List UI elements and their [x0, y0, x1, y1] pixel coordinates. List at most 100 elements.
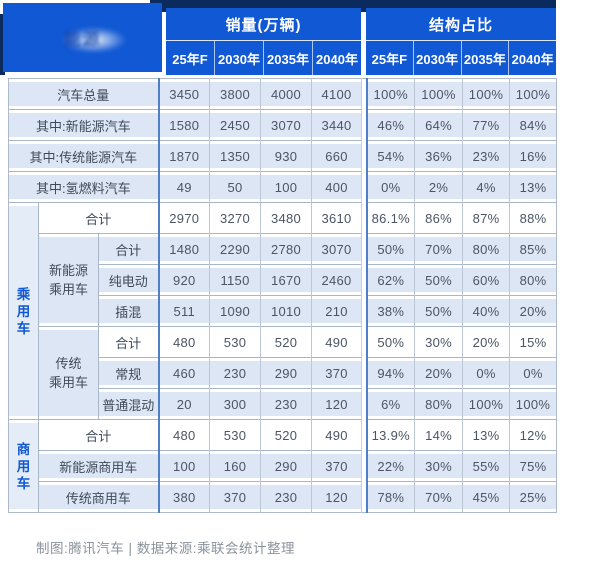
- share-year-columns: 25年F 2030年 2035年 2040年: [366, 41, 556, 75]
- sales-cell: 100: [260, 171, 312, 203]
- subgroup-label-nev-passenger: 新能源 乘用车: [38, 233, 99, 327]
- row-label: 合计: [38, 202, 159, 234]
- table-row-ice-passenger-total: 传统 乘用车 合计 480 530 520 490 50% 30% 20% 15…: [9, 326, 557, 420]
- share-cell: 46%: [366, 109, 415, 141]
- share-cell: 86%: [414, 202, 463, 234]
- share-cell: 20%: [509, 295, 557, 327]
- sales-cell: 1350: [209, 140, 261, 172]
- sales-cell: 210: [311, 295, 362, 327]
- share-cell: 12%: [509, 419, 557, 451]
- row-label: 常规: [97, 357, 159, 389]
- share-cell: 13%: [509, 171, 557, 203]
- sales-cell: 511: [157, 295, 210, 327]
- sales-cell: 490: [311, 326, 362, 358]
- sales-cell: 1580: [157, 109, 210, 141]
- share-cell: 20%: [414, 357, 463, 389]
- section-gap: [361, 140, 368, 172]
- row-label: 普通混动: [97, 388, 159, 420]
- sales-cell: 480: [157, 326, 210, 358]
- row-label: 汽车总量: [8, 78, 159, 110]
- sales-cell: 520: [260, 326, 312, 358]
- sales-cell: 490: [311, 419, 362, 451]
- table-row-commercial-total: 商 用 车 合计 480 530 520 490 13.9% 14% 13% 1…: [8, 419, 557, 513]
- section-gap: [361, 450, 368, 482]
- share-cell: 55%: [462, 450, 510, 482]
- sales-cell: 120: [311, 388, 362, 420]
- share-cell: 50%: [366, 326, 415, 358]
- sales-cell: 3440: [311, 109, 362, 141]
- share-cell: 80%: [414, 388, 463, 420]
- share-cell: 86.1%: [366, 202, 415, 234]
- share-cell: 64%: [414, 109, 463, 141]
- table-row-ice-commercial: 传统商用车 380 370 230 120 78% 70% 45% 25%: [9, 481, 557, 513]
- share-cell: 50%: [414, 295, 463, 327]
- table-row-nev-passenger-total: 新能源 乘用车 合计 1480 2290 2780 3070 50% 70% 8…: [9, 233, 557, 327]
- row-label: 其中:传统能源汽车: [8, 140, 159, 172]
- sales-cell: 370: [209, 481, 261, 513]
- sales-year-col: 2040年: [312, 41, 361, 75]
- row-label: 其中:新能源汽车: [8, 109, 159, 141]
- sales-cell: 50: [209, 171, 261, 203]
- share-cell: 78%: [366, 481, 415, 513]
- header-corner-cell: 能源: [3, 3, 162, 72]
- section-gap: [361, 171, 368, 203]
- share-cell: 70%: [414, 233, 463, 265]
- section-gap: [361, 233, 368, 265]
- sales-cell: 100: [157, 450, 210, 482]
- sales-year-col: 25年F: [172, 51, 208, 67]
- share-cell: 22%: [366, 450, 415, 482]
- sales-cell: 2780: [260, 233, 312, 265]
- share-year-col: 2030年: [412, 41, 461, 75]
- sales-cell: 2290: [209, 233, 261, 265]
- sales-cell: 1670: [260, 264, 312, 296]
- group-label-commercial: 商 用 车: [8, 419, 39, 513]
- share-cell: 25%: [509, 481, 557, 513]
- share-section-title: 结构占比: [366, 8, 556, 41]
- header-navy-accent-left: [0, 14, 5, 75]
- data-table: 汽车总量 3450 3800 4000 4100 100% 100% 100% …: [8, 78, 558, 513]
- row-label: 合计: [97, 233, 159, 265]
- sales-cell: 3450: [157, 78, 210, 110]
- sales-cell: 1870: [157, 140, 210, 172]
- share-cell: 94%: [366, 357, 415, 389]
- share-cell: 36%: [414, 140, 463, 172]
- row-label: 其中:氢燃料汽车: [8, 171, 159, 203]
- sales-cell: 1480: [157, 233, 210, 265]
- section-gap: [361, 326, 368, 358]
- share-year-col: 25年F: [371, 51, 408, 67]
- table-row-bev: 纯电动 920 1150 1670 2460 62% 50% 60% 80%: [9, 264, 557, 296]
- sales-cell: 480: [157, 419, 210, 451]
- sales-cell: 4100: [311, 78, 362, 110]
- subgroup-label-ice-passenger: 传统 乘用车: [38, 326, 99, 420]
- sales-cell: 1010: [260, 295, 312, 327]
- table-row-total: 汽车总量 3450 3800 4000 4100 100% 100% 100% …: [8, 78, 557, 110]
- share-cell: 30%: [414, 326, 463, 358]
- share-cell: 16%: [509, 140, 557, 172]
- share-cell: 50%: [366, 233, 415, 265]
- share-cell: 40%: [462, 295, 510, 327]
- sales-cell: 2450: [209, 109, 261, 141]
- table-row-hybrid: 普通混动 20 300 230 120 6% 80% 100% 100%: [9, 388, 557, 420]
- share-cell: 85%: [509, 233, 557, 265]
- share-cell: 4%: [462, 171, 510, 203]
- share-year-col: 2040年: [508, 41, 556, 75]
- row-label: 合计: [38, 419, 159, 451]
- header-section-sales: 销量(万辆) 25年F 2030年 2035年 2040年: [166, 8, 361, 75]
- group-label-passenger: 乘 用 车: [8, 202, 39, 420]
- watermark-text: 能源: [63, 30, 102, 49]
- table-row-nev: 其中:新能源汽车 1580 2450 3070 3440 46% 64% 77%…: [8, 109, 557, 141]
- sales-cell: 3070: [311, 233, 362, 265]
- share-cell: 75%: [509, 450, 557, 482]
- sales-cell: 920: [157, 264, 210, 296]
- sales-cell: 3270: [209, 202, 261, 234]
- share-cell: 15%: [509, 326, 557, 358]
- credit-line: 制图:腾讯汽车 | 数据来源:乘联会统计整理: [36, 541, 296, 556]
- sales-cell: 370: [311, 450, 362, 482]
- watermark-smudge: [51, 23, 137, 57]
- share-cell: 38%: [366, 295, 415, 327]
- share-cell: 100%: [462, 78, 510, 110]
- share-cell: 20%: [462, 326, 510, 358]
- sales-cell: 530: [209, 326, 261, 358]
- sales-cell: 160: [209, 450, 261, 482]
- sales-cell: 1150: [209, 264, 261, 296]
